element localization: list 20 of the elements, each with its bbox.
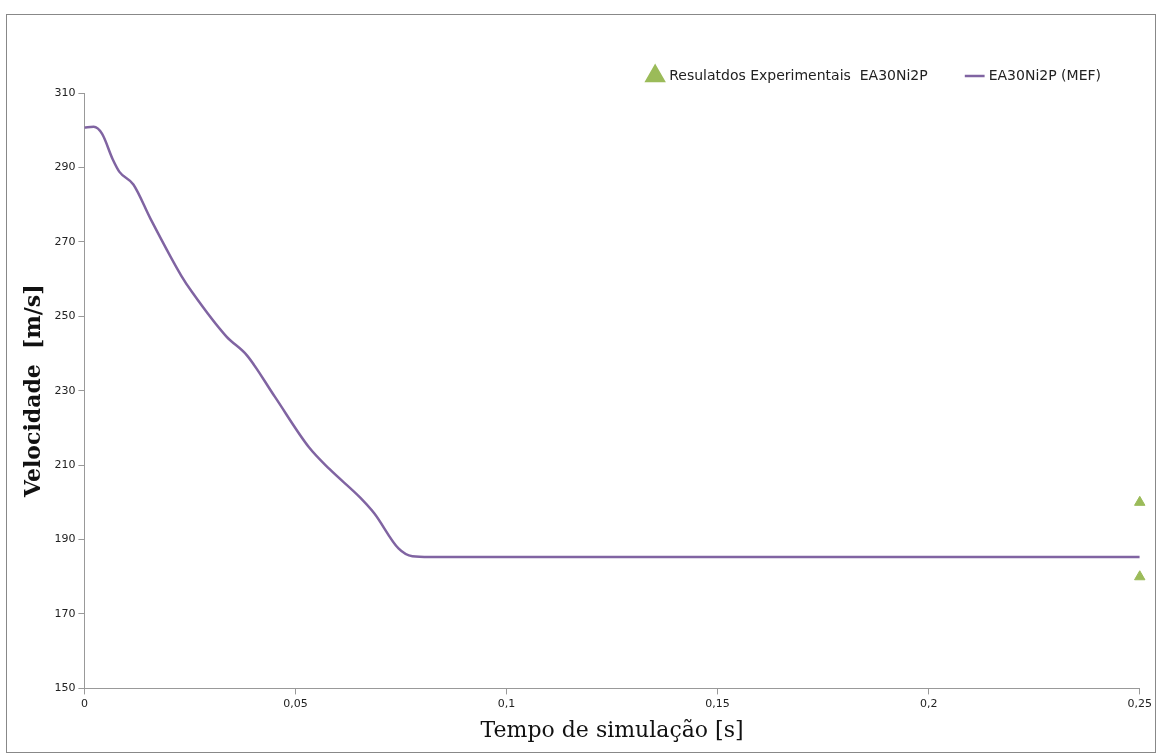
y-axis-title: Velocidade [m/s] bbox=[18, 284, 45, 499]
line-series bbox=[84, 125, 1140, 559]
y-tick-label: 190 bbox=[54, 532, 76, 546]
y-tick-label: 310 bbox=[54, 85, 76, 99]
x-axis-title: Tempo de simulação [s] bbox=[480, 716, 744, 742]
x-tick-label: 0,15 bbox=[705, 696, 730, 710]
y-tick-label: 170 bbox=[54, 606, 76, 620]
y-tick-label: 290 bbox=[54, 160, 76, 174]
legend-label: Resulatdos Experimentais EA30Ni2P bbox=[669, 66, 928, 83]
y-tick-label: 210 bbox=[54, 457, 76, 471]
y-tick-label: 250 bbox=[54, 309, 76, 323]
y-tick-label: 230 bbox=[54, 383, 76, 397]
x-tick-label: 0,05 bbox=[283, 696, 308, 710]
x-tick-label: 0,1 bbox=[497, 696, 516, 710]
legend-label: EA30Ni2P (MEF) bbox=[988, 66, 1102, 83]
x-tick-label: 0,2 bbox=[919, 696, 938, 710]
x-tick-label: 0,25 bbox=[1127, 696, 1152, 710]
y-tick-label: 270 bbox=[54, 234, 76, 248]
x-tick-label: 0 bbox=[80, 696, 88, 710]
y-tick-label: 150 bbox=[54, 681, 76, 695]
